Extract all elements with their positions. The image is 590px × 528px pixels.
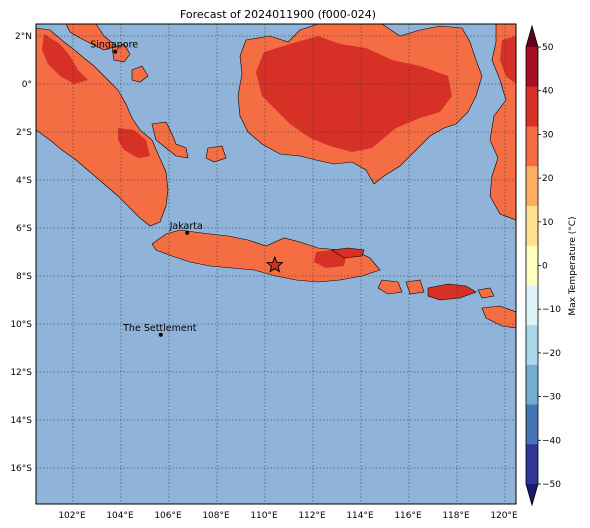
borneo-hot-zone	[256, 36, 452, 152]
lat-tick-label: 6°S	[16, 224, 32, 234]
colorbar-segment	[526, 126, 538, 167]
lon-tick-label: 106°E	[154, 511, 182, 521]
lat-tick-label: 16°S	[10, 464, 32, 474]
lon-tick-label: 120°E	[490, 511, 518, 521]
colorbar-tick-label: −20	[542, 349, 561, 359]
colorbar-max-extend	[526, 26, 538, 47]
colorbar-segment	[526, 325, 538, 366]
lat-tick-label: 14°S	[10, 416, 32, 426]
colorbar-segment	[526, 245, 538, 286]
colorbar-tick-labels: 50 40 30 20 10 0 −10 −20 −30 −40 −50	[538, 43, 561, 490]
colorbar-tick-label: 40	[542, 87, 554, 97]
colorbar-tick-label: −10	[542, 305, 561, 315]
lat-tick-label: 0°	[22, 80, 32, 90]
city-dot	[185, 230, 190, 235]
colorbar-segments	[525, 24, 539, 507]
colorbar: 50 40 30 20 10 0 −10 −20 −30 −40 −50 Max Temperatu…	[525, 24, 578, 507]
lat-tick-label: 12°S	[10, 368, 32, 378]
lat-tick-label: 8°S	[16, 272, 32, 282]
longitude-tick-labels: 102°E 104°E 106°E 108°E 110°E 112°E 114°E 116°E…	[58, 511, 518, 521]
lon-tick-label: 104°E	[106, 511, 134, 521]
colorbar-segment	[526, 444, 538, 485]
lat-tick-label: 2°N	[15, 32, 32, 42]
lon-tick-label: 118°E	[442, 511, 470, 521]
city-markers: Singapore Jakarta The Settlement	[90, 40, 203, 337]
colorbar-min-extend	[526, 484, 538, 505]
lat-tick-label: 4°S	[16, 176, 32, 186]
lon-tick-label: 110°E	[250, 511, 278, 521]
colorbar-segment	[526, 285, 538, 326]
bali-island	[377, 279, 403, 295]
lon-tick-label: 114°E	[346, 511, 374, 521]
colorbar-segment	[526, 47, 538, 88]
colorbar-tick-label: −30	[542, 393, 561, 403]
colorbar-segment	[526, 86, 538, 127]
malay-peninsula	[65, 23, 117, 51]
city-label: Singapore	[90, 40, 138, 51]
sumbawa-island	[427, 283, 477, 301]
bangka-island	[151, 121, 189, 159]
city-dot	[113, 49, 118, 54]
komodo-islands	[477, 287, 495, 299]
madura-island	[331, 247, 365, 259]
lombok-island	[405, 279, 425, 295]
lon-tick-label: 116°E	[394, 511, 422, 521]
colorbar-segment	[526, 205, 538, 247]
colorbar-segment	[526, 166, 538, 207]
colorbar-tick-label: 50	[542, 43, 554, 53]
map-border	[35, 23, 517, 505]
colorbar-tick-label: 20	[542, 174, 554, 184]
sumatra-hot-zone-south	[118, 128, 150, 158]
colorbar-segment	[526, 364, 538, 406]
land-layer	[35, 23, 517, 329]
sulawesi-hot-zone	[500, 36, 516, 84]
lon-tick-label: 102°E	[58, 511, 86, 521]
city-label: Jakarta	[169, 221, 203, 232]
colorbar-segment	[526, 404, 538, 445]
colorbar-label: Max Temperature (°C)	[568, 216, 578, 315]
city-dot	[158, 332, 163, 337]
colorbar-tick-label: 0	[542, 262, 548, 272]
map-area: Singapore Jakarta The Settlement	[35, 23, 517, 505]
lingga-islands	[131, 65, 149, 83]
graticule	[36, 24, 516, 504]
java-landmass	[151, 229, 381, 283]
latitude-tick-labels: 2°N 0° 2°S 4°S 6°S 8°S 10°S 12°S 14°S 16°S	[10, 32, 32, 474]
java-hot-zone	[314, 250, 346, 268]
lat-tick-label: 10°S	[10, 320, 32, 330]
belitung-island	[205, 145, 227, 163]
figure-title: Forecast of 2024011900 (f000-024)	[180, 8, 376, 21]
city-label: The Settlement	[122, 323, 197, 334]
lat-tick-label: 2°S	[16, 128, 32, 138]
star-icon	[265, 255, 284, 273]
lon-tick-label: 112°E	[298, 511, 326, 521]
lon-tick-label: 108°E	[202, 511, 230, 521]
colorbar-tick-label: 10	[542, 218, 554, 228]
sumatra-hot-zone	[42, 34, 88, 84]
colorbar-tick-label: −50	[542, 480, 561, 490]
colorbar-tick-label: 30	[542, 130, 554, 140]
colorbar-tick-label: −40	[542, 436, 561, 446]
